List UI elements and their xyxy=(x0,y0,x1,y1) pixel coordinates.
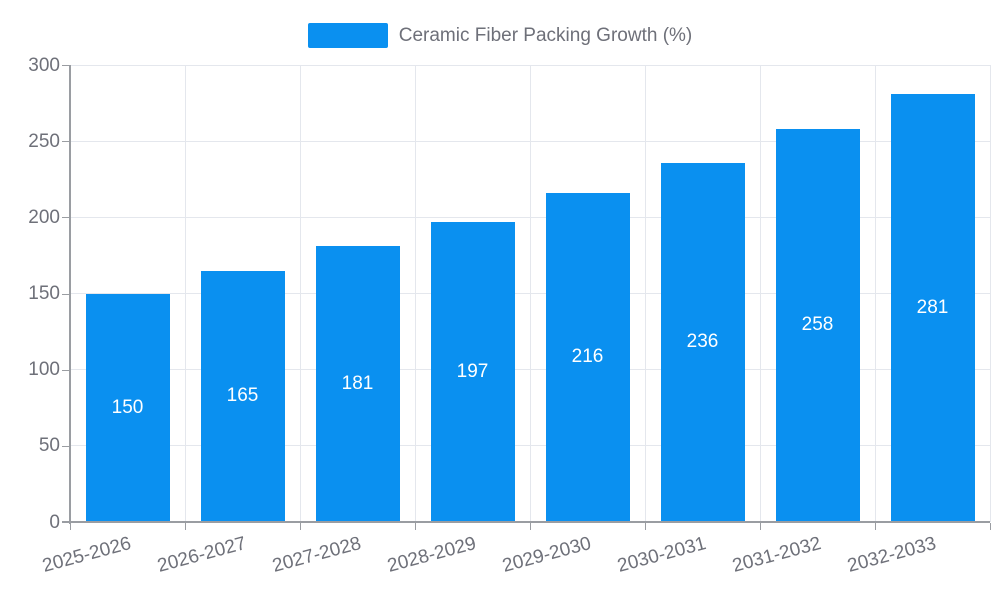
bar[interactable]: 236 xyxy=(660,162,745,522)
y-axis-tick xyxy=(62,445,70,447)
gridline xyxy=(874,65,876,522)
bar[interactable]: 150 xyxy=(85,293,170,522)
x-axis-tick xyxy=(415,523,416,530)
y-axis-label: 200 xyxy=(28,206,60,228)
y-axis-line xyxy=(69,65,71,524)
y-axis-label: 0 xyxy=(49,511,60,533)
legend-label: Ceramic Fiber Packing Growth (%) xyxy=(398,24,693,46)
gridline xyxy=(299,65,301,522)
bar[interactable]: 216 xyxy=(545,192,630,522)
y-axis-label: 300 xyxy=(28,54,60,76)
y-axis-tick xyxy=(62,141,70,143)
legend-swatch-icon xyxy=(307,22,388,48)
y-axis-tick xyxy=(62,293,70,295)
y-axis-tick xyxy=(62,522,70,523)
bar-value-label: 165 xyxy=(226,385,259,407)
legend-item[interactable]: Ceramic Fiber Packing Growth (%) xyxy=(0,21,1000,49)
x-axis-tick xyxy=(300,523,301,530)
gridline xyxy=(184,65,186,522)
x-axis-tick xyxy=(185,523,186,530)
y-axis-tick xyxy=(62,369,70,371)
plot-area: 150 165 181 197 216 236 258 281 xyxy=(70,64,991,522)
x-axis-tick xyxy=(760,523,761,530)
y-axis-label: 150 xyxy=(28,283,60,304)
bar[interactable]: 258 xyxy=(775,128,860,522)
y-axis-tick xyxy=(62,65,70,66)
y-axis-label: 50 xyxy=(38,435,60,457)
x-axis-tick xyxy=(875,523,876,530)
x-axis-line xyxy=(62,521,990,523)
bar-value-label: 258 xyxy=(801,314,834,336)
bar-value-label: 150 xyxy=(111,396,144,418)
bar[interactable]: 281 xyxy=(890,93,975,522)
y-axis-tick xyxy=(62,217,70,219)
bar-value-label: 181 xyxy=(341,373,374,395)
bar-value-label: 281 xyxy=(916,296,949,318)
bar[interactable]: 197 xyxy=(430,221,515,522)
x-axis-tick xyxy=(990,523,991,530)
gridline xyxy=(989,65,991,522)
bar[interactable]: 165 xyxy=(200,270,285,522)
gridline xyxy=(529,65,531,522)
bar-value-label: 216 xyxy=(571,346,604,368)
gridline xyxy=(644,65,646,522)
y-axis-label: 100 xyxy=(28,359,60,381)
y-axis-label: 250 xyxy=(28,130,60,152)
gridline xyxy=(759,65,761,522)
x-axis-tick xyxy=(70,523,71,530)
bar-value-label: 197 xyxy=(456,360,489,382)
x-axis-tick xyxy=(530,523,531,530)
gridline xyxy=(414,65,416,522)
x-axis-tick xyxy=(645,523,646,530)
bar-value-label: 236 xyxy=(686,331,719,353)
bar[interactable]: 181 xyxy=(315,246,400,522)
